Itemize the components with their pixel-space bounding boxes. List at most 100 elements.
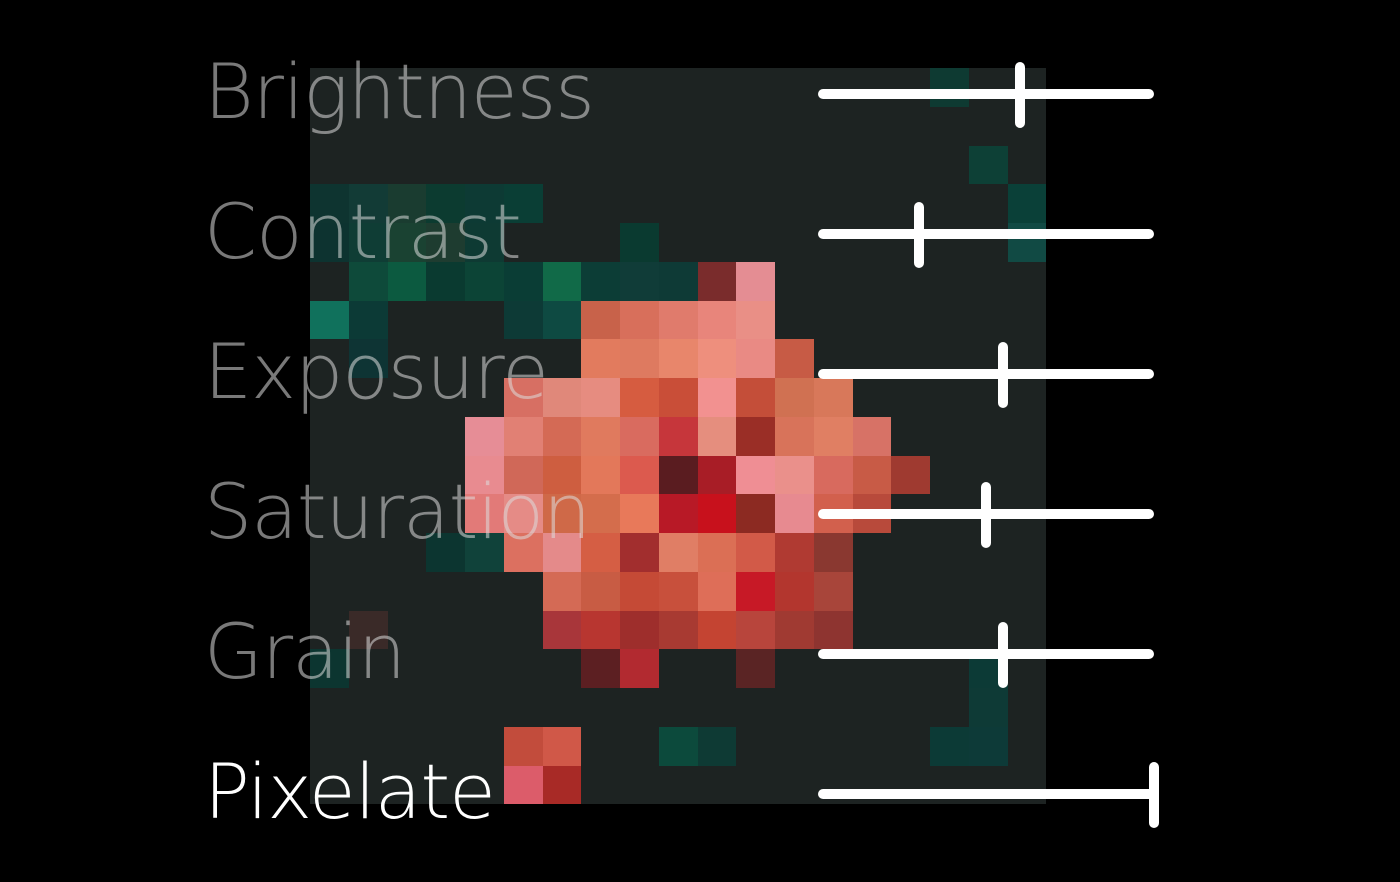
preview-pixel bbox=[542, 416, 582, 456]
grain-label: Grain bbox=[204, 607, 406, 696]
preview-pixel bbox=[697, 610, 737, 650]
exposure-label: Exposure bbox=[204, 327, 549, 416]
preview-pixel bbox=[658, 261, 698, 301]
preview-pixel bbox=[620, 610, 659, 650]
preview-pixel bbox=[581, 494, 620, 533]
preview-pixel bbox=[503, 533, 543, 572]
preview-pixel bbox=[503, 726, 543, 766]
preview-pixel bbox=[736, 339, 775, 378]
contrast-label: Contrast bbox=[204, 187, 522, 276]
preview-pixel bbox=[658, 610, 698, 650]
preview-pixel bbox=[542, 610, 582, 650]
preview-pixel bbox=[697, 726, 737, 766]
preview-pixel bbox=[775, 416, 814, 456]
preview-pixel bbox=[620, 416, 659, 456]
preview-pixel bbox=[503, 416, 543, 456]
preview-pixel bbox=[968, 145, 1008, 185]
preview-pixel bbox=[620, 649, 659, 688]
preview-pixel bbox=[348, 184, 388, 223]
preview-pixel bbox=[658, 416, 698, 456]
preview-pixel bbox=[310, 300, 349, 340]
preview-pixel bbox=[426, 184, 465, 223]
preview-pixel bbox=[581, 649, 620, 688]
exposure-slider[interactable] bbox=[818, 342, 1154, 408]
preview-pixel bbox=[348, 339, 388, 378]
preview-pixel bbox=[348, 610, 388, 650]
slider-track bbox=[818, 229, 1154, 239]
preview-pixel bbox=[581, 416, 620, 456]
preview-pixel bbox=[891, 455, 930, 495]
preview-pixel bbox=[775, 571, 814, 611]
preview-pixel bbox=[775, 339, 814, 378]
preview-pixel bbox=[736, 571, 775, 611]
preview-pixel bbox=[620, 571, 659, 611]
preview-pixel bbox=[620, 455, 659, 495]
slider-thumb[interactable] bbox=[997, 622, 1008, 688]
preview-pixel bbox=[620, 378, 659, 417]
saturation-slider[interactable] bbox=[818, 482, 1154, 548]
preview-pixel bbox=[465, 455, 504, 495]
preview-pixel bbox=[736, 494, 775, 533]
preview-pixel bbox=[697, 339, 737, 378]
pixelate-slider[interactable] bbox=[818, 762, 1159, 828]
preview-pixel bbox=[697, 300, 737, 340]
slider-thumb[interactable] bbox=[913, 202, 924, 268]
preview-pixel bbox=[852, 416, 892, 456]
preview-pixel bbox=[503, 494, 543, 533]
saturation-control: Saturation bbox=[0, 462, 1400, 602]
preview-pixel bbox=[697, 261, 737, 301]
preview-pixel bbox=[736, 416, 775, 456]
preview-pixel bbox=[697, 533, 737, 572]
preview-pixel bbox=[542, 726, 582, 766]
preview-pixel bbox=[542, 455, 582, 495]
preview-pixel bbox=[581, 455, 620, 495]
brightness-slider[interactable] bbox=[818, 62, 1154, 128]
preview-pixel bbox=[930, 726, 969, 766]
preview-pixel bbox=[620, 533, 659, 572]
preview-pixel bbox=[658, 571, 698, 611]
preview-pixel bbox=[697, 378, 737, 417]
preview-pixel bbox=[658, 339, 698, 378]
preview-pixel bbox=[542, 765, 582, 805]
preview-pixel bbox=[736, 610, 775, 650]
preview-pixel bbox=[968, 688, 1008, 727]
saturation-label: Saturation bbox=[204, 467, 591, 556]
preview-pixel bbox=[697, 571, 737, 611]
preview-pixel bbox=[581, 378, 620, 417]
preview-pixel bbox=[581, 610, 620, 650]
slider-thumb[interactable] bbox=[1014, 62, 1025, 128]
preview-pixel bbox=[697, 416, 737, 456]
slider-thumb[interactable] bbox=[1149, 762, 1159, 828]
preview-pixel bbox=[620, 339, 659, 378]
exposure-control: Exposure bbox=[0, 322, 1400, 462]
preview-pixel bbox=[581, 571, 620, 611]
contrast-control: Contrast bbox=[0, 182, 1400, 322]
preview-pixel bbox=[736, 300, 775, 340]
preview-pixel bbox=[775, 455, 814, 495]
slider-track bbox=[818, 89, 1154, 99]
preview-pixel bbox=[658, 455, 698, 495]
grain-slider[interactable] bbox=[818, 622, 1154, 688]
contrast-slider[interactable] bbox=[818, 202, 1154, 268]
preview-pixel bbox=[775, 533, 814, 572]
preview-pixel bbox=[620, 261, 659, 301]
preview-pixel bbox=[658, 533, 698, 572]
preview-pixel bbox=[503, 184, 543, 223]
preview-pixel bbox=[310, 184, 349, 223]
preview-pixel bbox=[348, 261, 388, 301]
preview-pixel bbox=[503, 455, 543, 495]
slider-thumb[interactable] bbox=[997, 342, 1008, 408]
preview-pixel bbox=[426, 533, 465, 572]
preview-pixel bbox=[581, 533, 620, 572]
slider-thumb[interactable] bbox=[981, 482, 991, 548]
slider-track bbox=[818, 369, 1154, 379]
preview-pixel bbox=[387, 261, 427, 301]
preview-pixel bbox=[658, 378, 698, 417]
preview-pixel bbox=[542, 533, 582, 572]
preview-pixel bbox=[465, 223, 504, 262]
preview-pixel bbox=[387, 223, 427, 262]
preview-pixel bbox=[465, 261, 504, 301]
preview-pixel bbox=[581, 339, 620, 378]
preview-pixel bbox=[620, 300, 659, 340]
